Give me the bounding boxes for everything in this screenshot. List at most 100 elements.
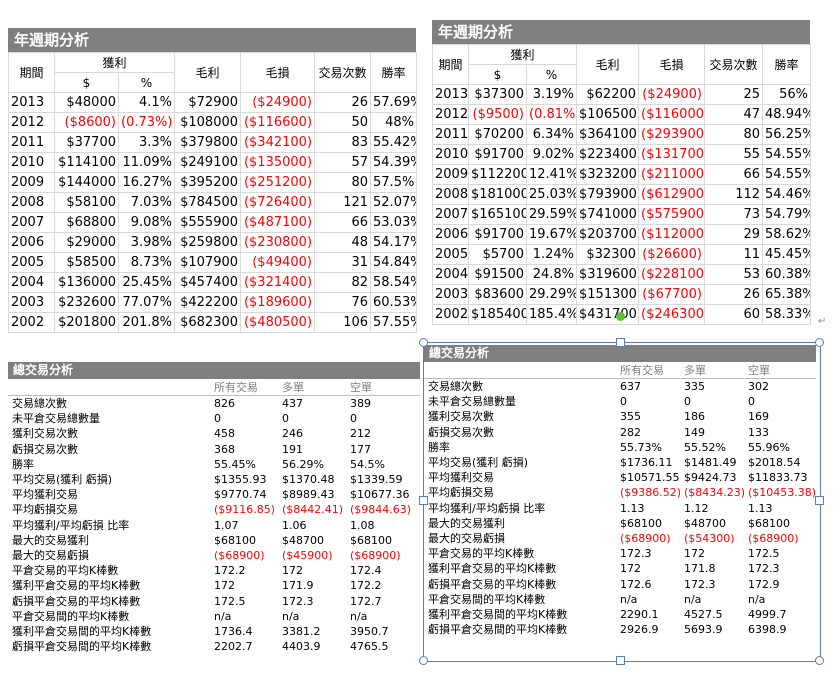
table-cell: 2008 bbox=[8, 192, 55, 213]
row-label: 最大的交易獲利 bbox=[428, 516, 505, 530]
table-cell: $1370.48 bbox=[282, 473, 335, 487]
table-cell: 2005 bbox=[8, 252, 55, 273]
table-cell: 201.8% bbox=[117, 312, 176, 333]
table-cell: ($230800) bbox=[240, 232, 316, 253]
row-label: 虧損交易次數 bbox=[428, 425, 494, 439]
table-cell: $555900 bbox=[174, 212, 242, 233]
table-cell: 172.5 bbox=[214, 594, 246, 608]
table-row: 交易總次數 637 335 302 bbox=[424, 379, 816, 395]
row-label: 平均交易(獲利 虧損) bbox=[428, 456, 529, 470]
table-cell: 177 bbox=[350, 442, 371, 456]
table-cell: $165100 bbox=[468, 204, 527, 225]
table-row: 虧損交易次數 368 191 177 bbox=[8, 442, 420, 457]
col-pct: % bbox=[117, 72, 176, 93]
table-cell: ($189600) bbox=[240, 292, 316, 313]
rotate-handle[interactable] bbox=[616, 312, 625, 321]
table-cell: $68100 bbox=[350, 533, 392, 547]
table-cell: $106500 bbox=[576, 104, 640, 125]
col-win-rate: 勝率 bbox=[762, 44, 812, 85]
row-label: 獲利交易次數 bbox=[12, 427, 78, 441]
table-cell: 57.5% bbox=[370, 172, 418, 193]
table-row: 未平倉交易總數量 0 0 0 bbox=[424, 394, 816, 409]
table-cell: ($228100) bbox=[638, 264, 706, 285]
table-cell: $395200 bbox=[174, 172, 242, 193]
table-row: 2011 $70200 6.34% $364100 ($293900) 80 56.25% bbox=[432, 124, 812, 145]
resize-handle-bl[interactable] bbox=[419, 656, 428, 665]
table-cell: 7.03% bbox=[117, 192, 176, 213]
table-cell: 9.02% bbox=[525, 144, 578, 165]
table-cell: 246 bbox=[282, 427, 303, 441]
table-cell: $144000 bbox=[54, 172, 119, 193]
table-cell: 1.07 bbox=[214, 518, 239, 532]
col-gross-loss: 毛損 bbox=[240, 52, 316, 93]
table-cell: 9.08% bbox=[117, 212, 176, 233]
table-cell: 0 bbox=[620, 395, 627, 409]
table-cell: $68800 bbox=[54, 212, 119, 233]
table-cell: 2202.7 bbox=[214, 640, 253, 654]
table-cell: $323200 bbox=[576, 164, 640, 185]
table-cell: 169 bbox=[748, 410, 769, 424]
table-row: 平倉交易間的平均K棒數 n/a n/a n/a bbox=[8, 609, 420, 624]
table-cell: 2007 bbox=[8, 212, 55, 233]
row-label: 虧損平倉交易的平均K棒數 bbox=[12, 594, 141, 608]
resize-handle-bm[interactable] bbox=[616, 656, 625, 665]
resize-handle-br[interactable] bbox=[815, 656, 824, 665]
table-cell: 3950.7 bbox=[350, 624, 389, 638]
table-cell: ($321400) bbox=[240, 272, 316, 293]
table-cell: $136000 bbox=[54, 272, 119, 293]
table-cell: 172.3 bbox=[684, 577, 716, 591]
table-cell: ($49400) bbox=[240, 252, 316, 273]
row-label: 最大的交易虧損 bbox=[12, 548, 89, 562]
table-cell: 55.96% bbox=[748, 440, 790, 454]
row-label: 交易總次數 bbox=[428, 380, 483, 394]
table-cell: ($251200) bbox=[240, 172, 316, 193]
selection-frame[interactable] bbox=[423, 342, 821, 662]
table-cell: 66 bbox=[704, 164, 764, 185]
table-cell: 54.55% bbox=[762, 164, 812, 185]
resize-handle-tm[interactable] bbox=[616, 338, 625, 347]
table-row: 最大的交易獲利 $68100 $48700 $68100 bbox=[8, 533, 420, 548]
table-row: 平均獲利/平均虧損 比率 1.13 1.12 1.13 bbox=[424, 501, 816, 516]
table-cell: 2002 bbox=[432, 304, 469, 325]
table-cell: $37300 bbox=[468, 84, 527, 105]
total-table-left: 總交易分析 所有交易 多單 空單 交易總次數 826 437 389 未平倉交易總數量 0 0 0 獲… bbox=[8, 362, 420, 655]
resize-handle-tl[interactable] bbox=[419, 338, 428, 347]
table-cell: ($9386.52) bbox=[620, 486, 682, 500]
table-row: 平均交易(獲利 虧損) $1736.11 $1481.49 $2018.54 bbox=[424, 455, 816, 470]
table-row: 獲利交易次數 458 246 212 bbox=[8, 426, 420, 441]
table-cell: $108000 bbox=[174, 112, 242, 133]
table-cell: 52.07% bbox=[370, 192, 418, 213]
annual-table-left: 年週期分析 期間 獲利 毛利 毛損 交易次數 勝率 $ % 2013 $48000… bbox=[8, 28, 418, 333]
table-cell: 0 bbox=[350, 412, 357, 426]
table-row: 獲利平倉交易間的平均K棒數 2290.1 4527.5 4999.7 bbox=[424, 607, 816, 622]
table-cell: 389 bbox=[350, 397, 371, 411]
table-cell: $793900 bbox=[576, 184, 640, 205]
table-cell: 73 bbox=[704, 204, 764, 225]
table-row: 2004 $91500 24.8% $319600 ($228100) 53 60.38% bbox=[432, 264, 812, 285]
table-cell: 54.5% bbox=[350, 457, 385, 471]
table-cell: 2009 bbox=[432, 164, 469, 185]
table-cell: 60 bbox=[704, 304, 764, 325]
table-cell: 25 bbox=[704, 84, 764, 105]
table-cell: $422200 bbox=[174, 292, 242, 313]
table-cell: 2010 bbox=[8, 152, 55, 173]
table-cell: n/a bbox=[748, 592, 766, 606]
table-row: 平均虧損交易 ($9386.52) ($8434.23) ($10453.38) bbox=[424, 485, 816, 500]
table-cell: 50 bbox=[314, 112, 372, 133]
table-cell: 458 bbox=[214, 427, 235, 441]
col-gross-profit: 毛利 bbox=[174, 52, 242, 93]
table-cell: $784500 bbox=[174, 192, 242, 213]
table-cell: 66 bbox=[314, 212, 372, 233]
column-header: 所有交易 bbox=[214, 380, 258, 394]
total-title: 總交易分析 bbox=[424, 345, 816, 362]
resize-handle-ml[interactable] bbox=[419, 496, 428, 505]
table-cell: ($112000) bbox=[638, 224, 706, 245]
resize-handle-tr[interactable] bbox=[815, 338, 824, 347]
table-cell: ($116000) bbox=[638, 104, 706, 125]
table-cell: 3.98% bbox=[117, 232, 176, 253]
table-cell: 11.09% bbox=[117, 152, 176, 173]
table-cell: 29.29% bbox=[525, 284, 578, 305]
resize-handle-mr[interactable] bbox=[815, 496, 824, 505]
